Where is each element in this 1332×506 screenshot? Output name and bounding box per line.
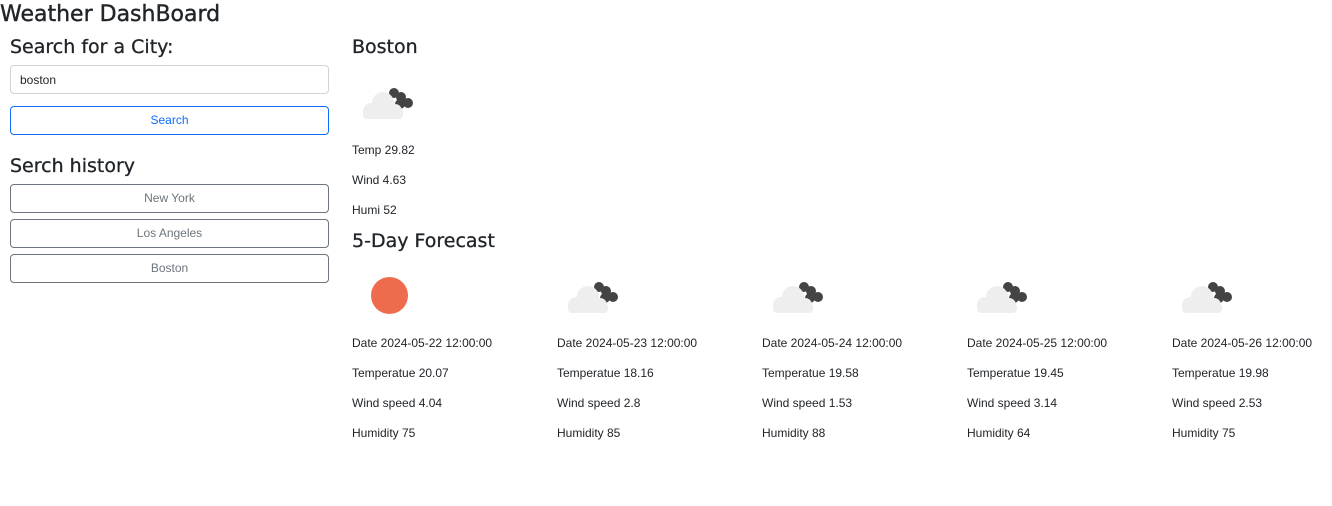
forecast-temperature: Temperatue 19.58 [762, 366, 859, 380]
search-button[interactable]: Search [10, 106, 329, 135]
clouds-icon [363, 88, 413, 119]
forecast-humidity: Humidity 75 [352, 426, 416, 440]
forecast-temperature: Temperatue 19.98 [1172, 366, 1269, 380]
search-heading: Search for a City: [10, 36, 174, 58]
current-wind: Wind 4.63 [352, 173, 407, 187]
history-item-los-angeles[interactable]: Los Angeles [10, 219, 329, 248]
app-title: Weather DashBoard [0, 2, 221, 27]
forecast-temperature: Temperatue 18.16 [557, 366, 654, 380]
city-search-input[interactable] [10, 65, 329, 94]
forecast-wind: Wind speed 2.8 [557, 396, 641, 410]
forecast-humidity: Humidity 75 [1172, 426, 1236, 440]
forecast-heading: 5-Day Forecast [352, 230, 495, 252]
forecast-date: Date 2024-05-24 12:00:00 [762, 336, 903, 350]
history-heading: Serch history [10, 155, 136, 177]
forecast-temperature: Temperatue 19.45 [967, 366, 1064, 380]
current-city-name: Boston [352, 36, 418, 58]
forecast-date: Date 2024-05-22 12:00:00 [352, 336, 493, 350]
forecast-date: Date 2024-05-25 12:00:00 [967, 336, 1108, 350]
history-item-boston[interactable]: Boston [10, 254, 329, 283]
history-item-new-york[interactable]: New York [10, 184, 329, 213]
current-temp: Temp 29.82 [352, 143, 415, 157]
current-humidity: Humi 52 [352, 203, 397, 217]
forecast-temperature: Temperatue 20.07 [352, 366, 449, 380]
forecast-wind: Wind speed 3.14 [967, 396, 1058, 410]
clouds-icon [773, 282, 823, 313]
clouds-icon [568, 282, 618, 313]
forecast-wind: Wind speed 4.04 [352, 396, 443, 410]
forecast-humidity: Humidity 64 [967, 426, 1031, 440]
clouds-icon [977, 282, 1027, 313]
forecast-date: Date 2024-05-23 12:00:00 [557, 336, 698, 350]
forecast-wind: Wind speed 2.53 [1172, 396, 1263, 410]
forecast-humidity: Humidity 85 [557, 426, 621, 440]
forecast-humidity: Humidity 88 [762, 426, 826, 440]
sun-icon [371, 277, 408, 314]
forecast-wind: Wind speed 1.53 [762, 396, 853, 410]
clouds-icon [1182, 282, 1232, 313]
forecast-date: Date 2024-05-26 12:00:00 [1172, 336, 1313, 350]
